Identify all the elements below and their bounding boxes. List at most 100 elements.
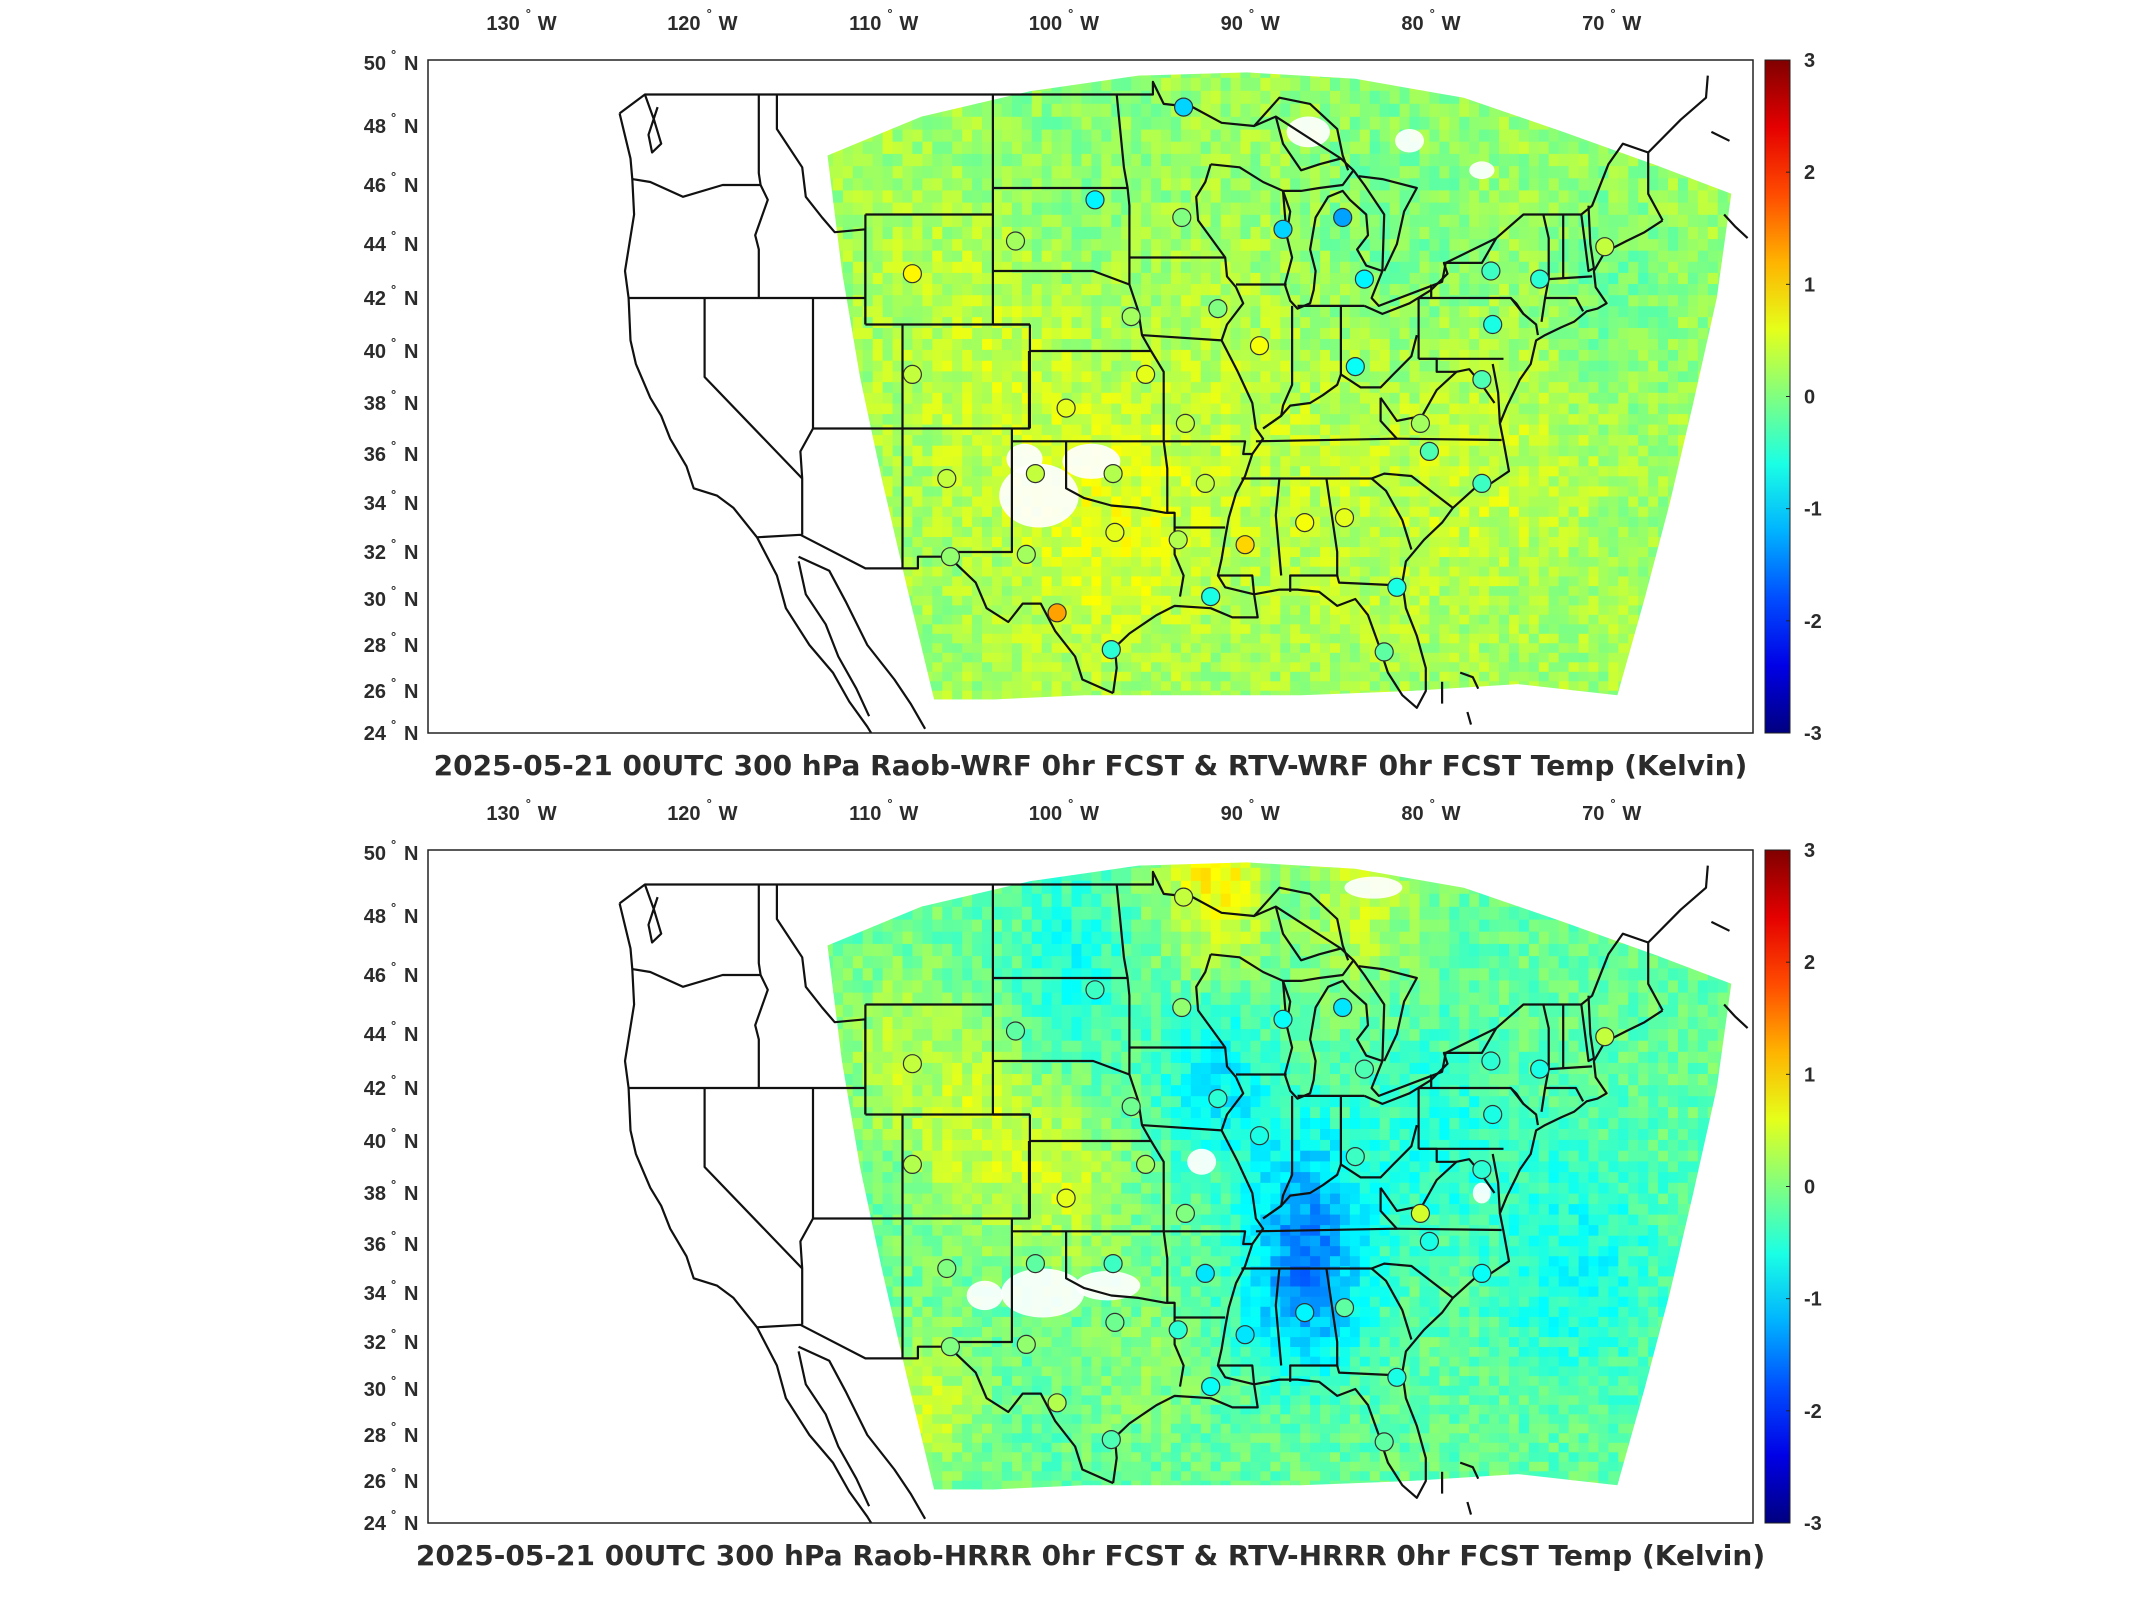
station-marker xyxy=(1195,473,1215,493)
station-marker xyxy=(1005,1021,1026,1041)
lat-tick-label: 48 xyxy=(364,906,386,928)
station-marker xyxy=(1168,530,1188,550)
station-marker xyxy=(1085,980,1105,1000)
station-marker xyxy=(1173,97,1194,117)
lat-tick-label: 42 xyxy=(364,1078,386,1100)
lat-hemisphere: N xyxy=(404,1183,418,1205)
colorbar-tick-label: -1 xyxy=(1804,499,1822,521)
lat-tick-label: 26 xyxy=(364,681,386,703)
station-marker xyxy=(1295,1302,1315,1323)
lat-hemisphere: N xyxy=(404,1425,418,1447)
lat-hemisphere: N xyxy=(404,1234,418,1256)
station-marker xyxy=(1235,535,1255,555)
degree-symbol: ° xyxy=(391,717,396,732)
lon-hemisphere: W xyxy=(1622,13,1641,35)
lon-tick-label: 110 xyxy=(849,13,881,35)
lon-hemisphere: W xyxy=(719,13,738,35)
lon-hemisphere: W xyxy=(1080,803,1099,825)
lat-hemisphere: N xyxy=(404,1513,418,1535)
lat-hemisphere: N xyxy=(404,234,418,256)
degree-symbol: ° xyxy=(1430,796,1435,811)
degree-symbol: ° xyxy=(526,6,531,21)
degree-symbol: ° xyxy=(391,282,396,297)
lat-tick-label: 24 xyxy=(364,1513,387,1535)
lat-hemisphere: N xyxy=(404,542,418,564)
degree-symbol: ° xyxy=(391,1419,396,1434)
lon-hemisphere: W xyxy=(1442,13,1461,35)
station-marker xyxy=(1374,1432,1394,1452)
station-marker xyxy=(1105,1312,1125,1333)
station-marker xyxy=(1056,1188,1076,1208)
degree-symbol: ° xyxy=(1430,6,1435,21)
station-marker xyxy=(902,364,923,384)
lat-tick-label: 36 xyxy=(364,444,386,466)
degree-symbol: ° xyxy=(391,1277,396,1292)
map-frame xyxy=(427,849,1754,1524)
degree-symbol: ° xyxy=(887,6,892,21)
station-marker xyxy=(1354,269,1375,289)
lat-hemisphere: N xyxy=(404,288,418,310)
station-marker xyxy=(1295,512,1315,533)
lat-tick-label: 30 xyxy=(364,589,386,611)
lat-tick-label: 28 xyxy=(364,1425,386,1447)
lat-tick-label: 26 xyxy=(364,1471,386,1493)
station-marker xyxy=(1175,1203,1196,1223)
degree-symbol: ° xyxy=(391,675,396,690)
lon-tick-label: 90 xyxy=(1221,803,1243,825)
station-marker xyxy=(1135,364,1156,384)
raob-stations xyxy=(902,887,1615,1452)
degree-symbol: ° xyxy=(1610,796,1615,811)
station-marker xyxy=(1334,508,1355,528)
station-marker xyxy=(1273,1009,1293,1029)
station-marker xyxy=(1374,642,1394,662)
colorbar-tick-label: 1 xyxy=(1804,1064,1815,1086)
lat-tick-label: 34 xyxy=(364,493,387,515)
map-figure-wrf: 130 ° W 120 ° W 110 ° W 100 ° W 90 ° W 80 ° W 70 ° W50 ° N48 ° N… xyxy=(364,6,1822,782)
lon-tick-label: 70 xyxy=(1582,803,1604,825)
station-marker xyxy=(1273,219,1293,239)
lon-hemisphere: W xyxy=(1622,803,1641,825)
degree-symbol: ° xyxy=(391,487,396,502)
degree-symbol: ° xyxy=(1610,6,1615,21)
map-frame xyxy=(427,59,1754,734)
station-marker xyxy=(1249,1126,1270,1146)
temperature-difference-field xyxy=(827,862,1732,1490)
station-marker xyxy=(1483,1104,1503,1125)
station-marker xyxy=(1005,231,1026,251)
degree-symbol: ° xyxy=(391,1465,396,1480)
colorbar xyxy=(1764,59,1791,734)
lat-hemisphere: N xyxy=(404,1379,418,1401)
lat-tick-label: 40 xyxy=(364,1131,386,1153)
lon-tick-label: 80 xyxy=(1401,803,1423,825)
lat-hemisphere: N xyxy=(404,444,418,466)
station-marker xyxy=(1472,1263,1492,1283)
lat-tick-label: 50 xyxy=(364,53,386,75)
station-marker xyxy=(1387,577,1407,597)
station-marker xyxy=(1345,357,1365,377)
colorbar-tick-label: 3 xyxy=(1804,840,1815,862)
lon-hemisphere: W xyxy=(538,13,557,35)
station-marker xyxy=(1530,1059,1550,1079)
degree-symbol: ° xyxy=(1249,796,1254,811)
station-marker xyxy=(1121,307,1141,327)
station-marker xyxy=(1195,1263,1215,1283)
lat-hemisphere: N xyxy=(404,1471,418,1493)
station-marker xyxy=(902,264,923,284)
degree-symbol: ° xyxy=(391,228,396,243)
lat-tick-label: 46 xyxy=(364,965,386,987)
lat-tick-label: 38 xyxy=(364,1183,386,1205)
lat-hemisphere: N xyxy=(404,1078,418,1100)
lat-hemisphere: N xyxy=(404,1332,418,1354)
degree-symbol: ° xyxy=(391,629,396,644)
lat-tick-label: 36 xyxy=(364,1234,386,1256)
degree-symbol: ° xyxy=(391,1326,396,1341)
station-marker xyxy=(1530,269,1550,289)
station-marker xyxy=(940,547,961,567)
lat-hemisphere: N xyxy=(404,493,418,515)
station-marker xyxy=(1387,1367,1407,1387)
lat-hemisphere: N xyxy=(404,965,418,987)
station-marker xyxy=(902,1154,923,1174)
station-marker xyxy=(937,468,957,489)
station-marker xyxy=(1121,1097,1141,1117)
lon-hemisphere: W xyxy=(538,803,557,825)
